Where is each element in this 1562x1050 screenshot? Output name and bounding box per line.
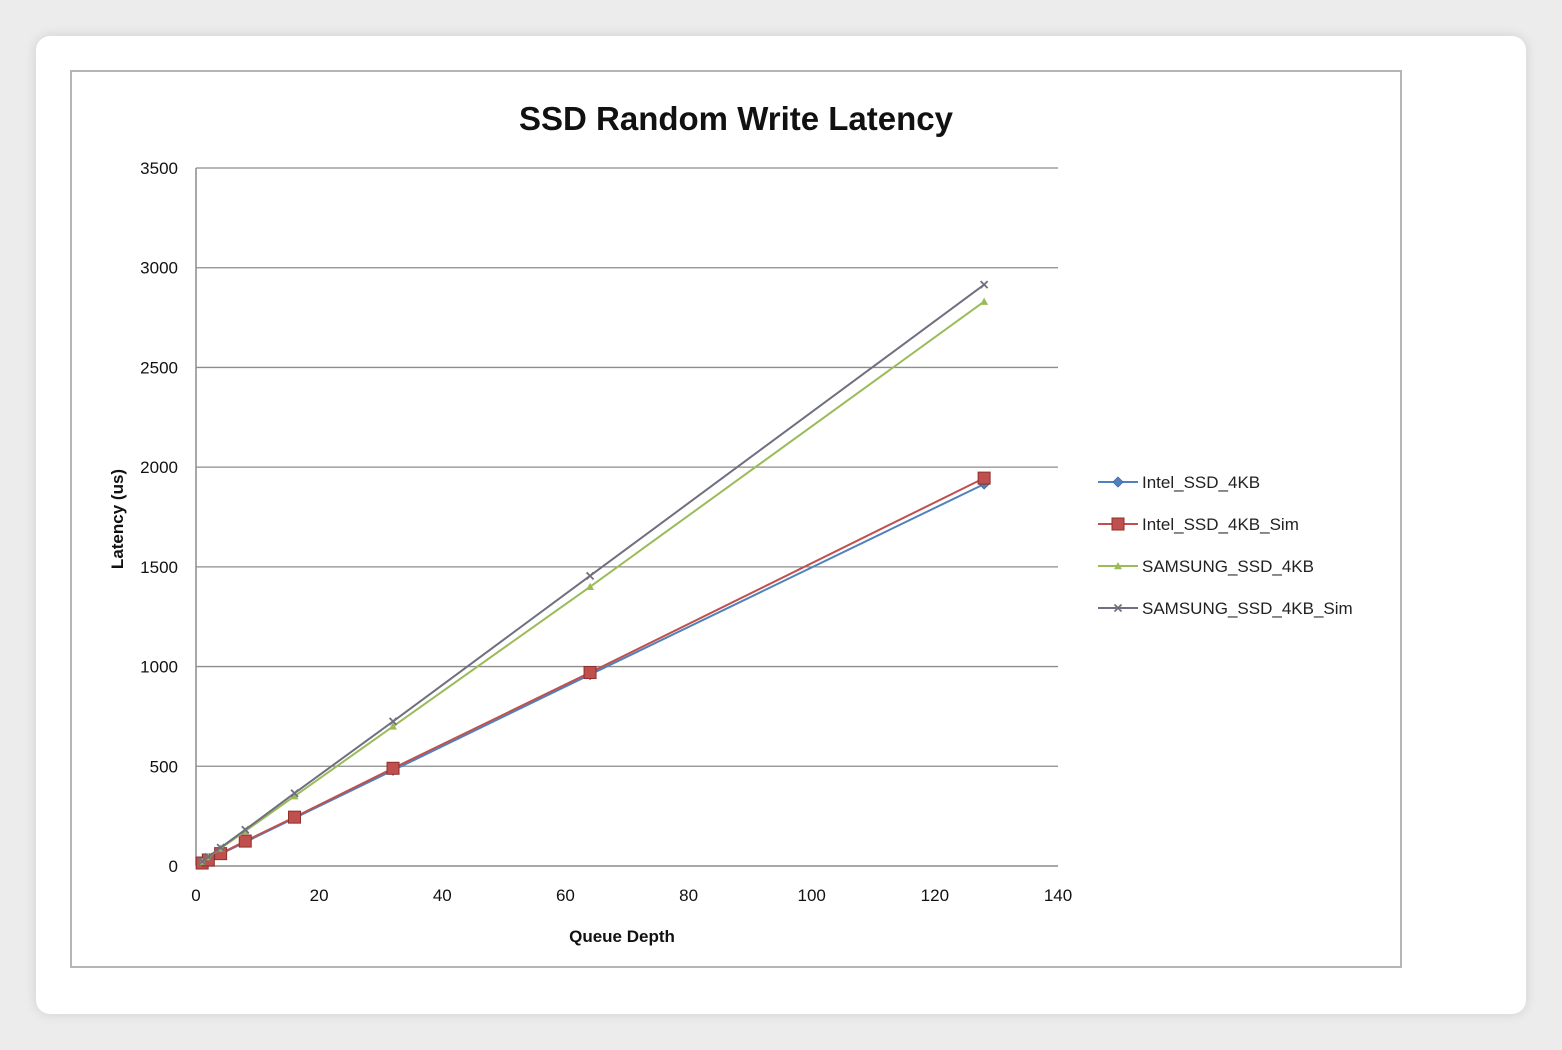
marker-stroke: [388, 717, 398, 726]
y-tick-label: 0: [169, 857, 178, 876]
y-tick-label: 3500: [140, 159, 178, 178]
x-tick-label: 80: [679, 886, 698, 905]
data-point: [980, 297, 989, 305]
axes: [195, 168, 1058, 867]
chart-frame: SSD Random Write Latency 0 500 1000 1500 200…: [70, 70, 1402, 968]
y-tick-label: 1500: [140, 558, 178, 577]
chart-card: SSD Random Write Latency 0 500 1000 1500 200…: [36, 36, 1526, 1014]
gridlines: [196, 167, 1058, 767]
data-point: [586, 582, 595, 590]
x-tick-label: 40: [433, 886, 452, 905]
marker-stroke: [204, 852, 213, 861]
marker-stroke: [290, 789, 299, 798]
series-lines: [195, 280, 991, 870]
data-point: [1111, 517, 1125, 531]
y-tick-label: 500: [150, 757, 178, 776]
y-tick-label: 3000: [140, 259, 178, 278]
data-point: [585, 571, 595, 580]
legend-item: Intel_SSD_4KB_Sim: [1098, 515, 1299, 534]
x-tick-label: 20: [310, 886, 329, 905]
x-tick-label: 0: [191, 886, 200, 905]
data-point: [977, 471, 991, 485]
series-samsung-ssd-4kb: [198, 297, 989, 865]
data-point: [198, 857, 207, 866]
data-point: [1112, 476, 1124, 488]
y-tick-label: 2500: [140, 358, 178, 377]
data-point: [389, 722, 398, 730]
x-tick-labels: 0 20 40 60 80 100 120 140: [191, 886, 1072, 905]
legend-label: SAMSUNG_SSD_4KB: [1142, 557, 1314, 576]
data-point: [1114, 562, 1122, 570]
legend: Intel_SSD_4KB Intel_SSD_4KB_Sim SAMSUNG_SS…: [1098, 473, 1353, 618]
legend-label: Intel_SSD_4KB_Sim: [1142, 515, 1299, 534]
data-point: [1113, 603, 1123, 613]
x-tick-label: 140: [1044, 886, 1072, 905]
x-tick-label: 60: [556, 886, 575, 905]
data-point: [204, 852, 213, 861]
marker-stroke: [198, 857, 207, 866]
legend-label: Intel_SSD_4KB: [1142, 473, 1260, 492]
data-point: [238, 834, 252, 848]
data-point: [386, 761, 400, 775]
data-point: [241, 825, 250, 834]
series-intel-ssd-4kb-sim: [195, 471, 991, 870]
y-tick-label: 2000: [140, 458, 178, 477]
legend-item: SAMSUNG_SSD_4KB: [1098, 557, 1314, 576]
y-axis-title: Latency (us): [108, 469, 127, 569]
x-tick-label: 120: [921, 886, 949, 905]
y-tick-labels: 0 500 1000 1500 2000 2500 3000 3500: [140, 159, 178, 876]
chart-title: SSD Random Write Latency: [519, 100, 954, 137]
data-point: [290, 792, 299, 800]
series-samsung-ssd-4kb-sim: [198, 280, 989, 866]
data-point: [216, 843, 225, 852]
legend-label: SAMSUNG_SSD_4KB_Sim: [1142, 599, 1353, 618]
x-tick-label: 100: [798, 886, 826, 905]
legend-item: SAMSUNG_SSD_4KB_Sim: [1098, 599, 1353, 618]
marker-stroke: [979, 280, 989, 289]
marker-stroke: [216, 843, 225, 852]
x-axis-title: Queue Depth: [569, 927, 675, 946]
data-point: [290, 789, 299, 798]
data-point: [288, 810, 302, 824]
data-point: [388, 717, 398, 726]
y-tick-label: 1000: [140, 658, 178, 677]
data-point: [583, 666, 597, 680]
line-chart: SSD Random Write Latency 050010001500200…: [108, 100, 1353, 946]
marker-stroke: [585, 571, 595, 580]
marker-stroke: [1113, 603, 1123, 613]
marker-stroke: [241, 825, 250, 834]
data-point: [979, 280, 989, 289]
series-line: [201, 300, 985, 863]
legend-item: Intel_SSD_4KB: [1098, 473, 1260, 492]
